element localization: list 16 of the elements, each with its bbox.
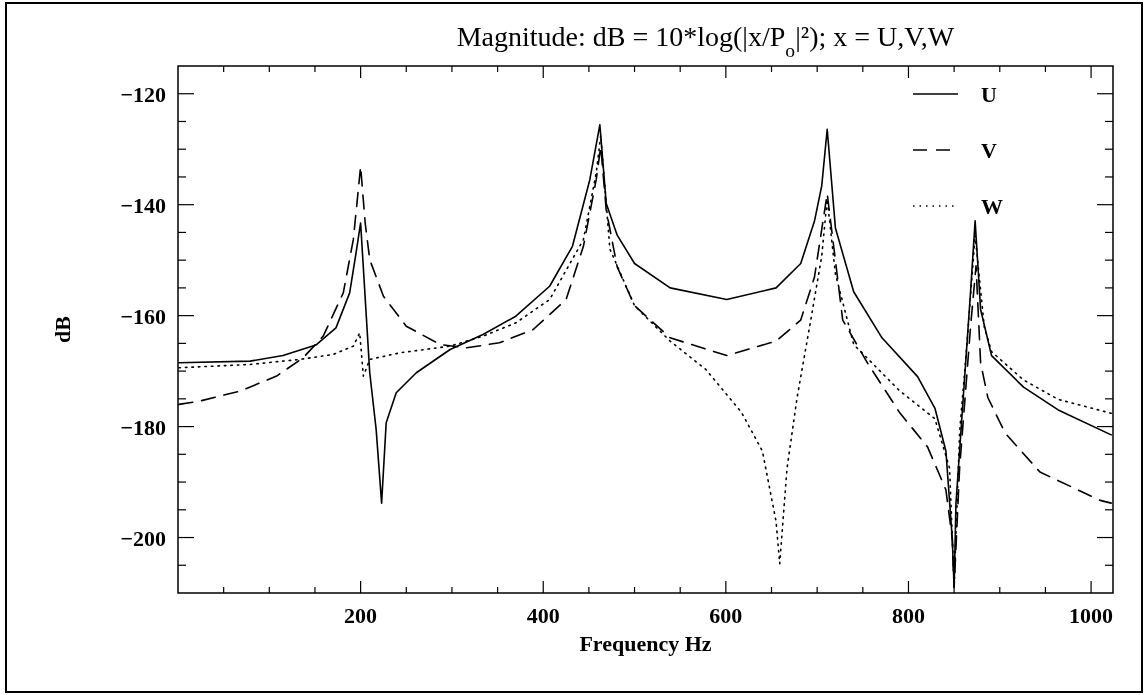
chart-title: Magnitude: dB = 10*log(|x/P$_{o}$|²); x = U,V,W bbox=[456, 21, 955, 61]
x-tick-label: 600 bbox=[709, 603, 743, 628]
y-tick-label: −160 bbox=[120, 303, 166, 329]
x-tick-label: 800 bbox=[891, 603, 925, 628]
x-axis-title: Frequency Hz bbox=[579, 631, 712, 656]
x-tick-label: 400 bbox=[526, 603, 560, 628]
y-tick-label: −140 bbox=[120, 192, 166, 218]
y-tick-label: −200 bbox=[120, 525, 166, 551]
y-axis-title: dB bbox=[50, 315, 75, 343]
y-tick-label: −180 bbox=[120, 414, 166, 440]
legend-label: V bbox=[981, 138, 997, 163]
x-tick-label: 1000 bbox=[1069, 603, 1114, 628]
legend-label: W bbox=[981, 194, 1003, 219]
x-tick-label: 200 bbox=[344, 603, 378, 628]
legend-label: U bbox=[981, 82, 997, 107]
y-tick-label: −120 bbox=[120, 81, 166, 107]
